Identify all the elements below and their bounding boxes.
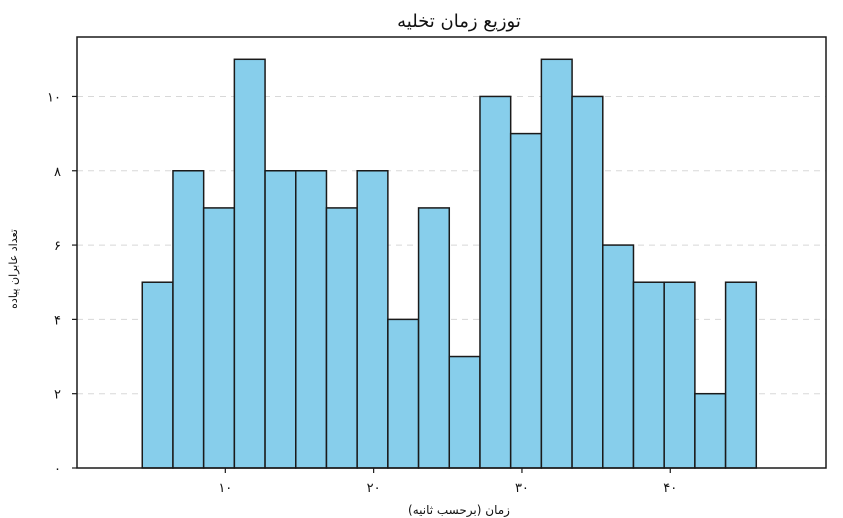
y-tick-label-4: ۸ [54,165,61,180]
bar-10 [448,355,481,469]
bar-7 [356,170,389,469]
y-tick-label-0: ۰ [54,462,61,477]
x-tick-label-0: ۱۰ [218,481,232,496]
plot-frame [76,36,827,469]
bar-2 [202,207,236,469]
x-tick-label-2: ۳۰ [515,481,529,496]
bar-0 [141,281,174,469]
y-tick-label-3: ۶ [54,239,61,254]
y-axis-ticks: ۰ ۲ ۴ ۶ ۸ ۱۰ [47,90,77,477]
bar-4 [264,170,297,469]
bar-13 [540,58,573,469]
y-axis-label: تعداد عابران پیاده [7,229,20,309]
x-axis-label: زمان (برحسب ثانیه) [408,503,510,518]
bar-12 [509,132,543,469]
x-tick-label-1: ۲۰ [367,481,381,496]
y-tick-label-5: ۱۰ [47,90,61,105]
y-tick-label-2: ۴ [54,313,61,328]
bar-14 [571,95,604,469]
bar-1 [172,170,205,469]
bar-16 [632,281,665,469]
bars [141,58,758,469]
bar-19 [724,281,758,469]
bar-15 [602,244,635,469]
bar-8 [387,318,420,469]
bar-18 [694,392,727,469]
bar-5 [295,170,328,469]
bar-17 [663,281,696,469]
y-tick-label-1: ۲ [54,388,61,403]
bar-11 [479,95,512,469]
chart-title: توزیع زمان تخلیه [397,11,521,32]
x-axis-ticks: ۱۰ ۲۰ ۳۰ ۴۰ [218,468,677,496]
x-tick-label-3: ۴۰ [663,481,677,496]
bar-9 [417,207,451,469]
bar-6 [325,207,358,469]
bar-3 [233,58,266,469]
